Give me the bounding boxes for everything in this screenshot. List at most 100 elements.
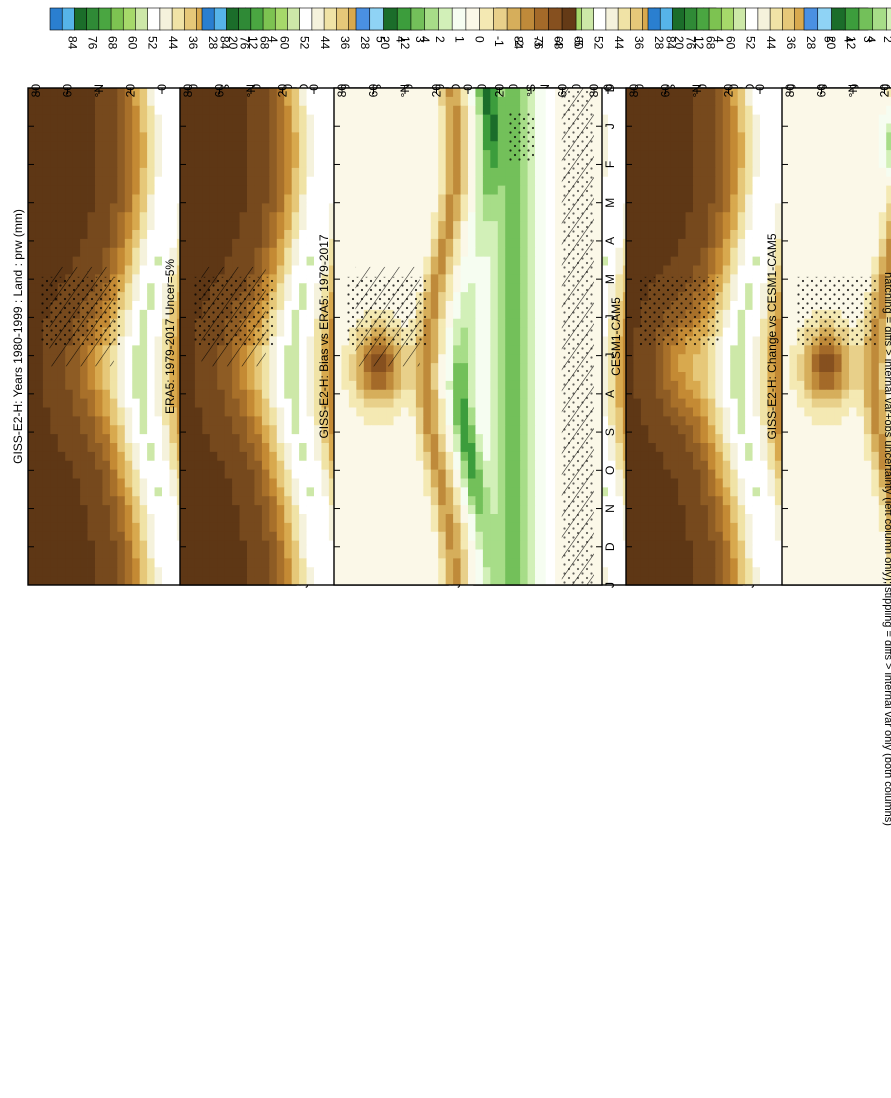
heatmap-cell bbox=[50, 514, 59, 524]
heatmap-cell bbox=[154, 141, 163, 151]
heatmap-cell bbox=[608, 292, 616, 302]
heatmap-cell bbox=[57, 230, 66, 240]
heatmap-cell bbox=[102, 256, 111, 266]
heatmap-cell bbox=[124, 176, 133, 187]
heatmap-cell bbox=[162, 141, 170, 151]
heatmap-cell bbox=[187, 159, 196, 169]
heatmap-cell bbox=[87, 185, 96, 195]
heatmap-cell bbox=[132, 425, 141, 435]
heatmap-cell bbox=[608, 576, 616, 586]
heatmap-cell bbox=[217, 256, 226, 266]
heatmap-cell bbox=[57, 363, 66, 373]
heatmap-cell bbox=[28, 558, 36, 568]
heatmap-cell bbox=[57, 221, 66, 231]
heatmap-cell bbox=[608, 389, 616, 400]
heatmap-cell bbox=[162, 469, 170, 479]
heatmap-cell bbox=[147, 96, 155, 107]
heatmap-cell bbox=[80, 159, 88, 169]
heatmap-cell bbox=[28, 318, 36, 329]
heatmap-cell bbox=[57, 416, 66, 426]
heatmap-cell bbox=[35, 88, 44, 98]
heatmap-cell bbox=[109, 522, 118, 533]
heatmap-cell bbox=[42, 416, 51, 426]
heatmap-cell bbox=[65, 478, 74, 488]
heatmap-cell bbox=[600, 478, 609, 488]
heatmap-cell bbox=[117, 478, 126, 488]
heatmap-cell bbox=[87, 238, 96, 249]
heatmap-cell bbox=[139, 123, 148, 133]
heatmap-cell bbox=[124, 247, 133, 258]
heatmap-cell bbox=[139, 558, 148, 568]
heatmap-cell bbox=[65, 203, 74, 213]
heatmap-cell bbox=[117, 451, 126, 462]
heatmap-cell bbox=[117, 247, 126, 258]
heatmap-cell bbox=[162, 487, 170, 497]
heatmap-cell bbox=[42, 96, 51, 107]
heatmap-cell bbox=[50, 460, 59, 471]
heatmap-cell bbox=[299, 123, 307, 133]
heatmap-cell bbox=[291, 238, 300, 249]
heatmap-cell bbox=[132, 105, 141, 116]
heatmap-cell bbox=[615, 265, 624, 275]
heatmap-cell bbox=[600, 283, 609, 293]
heatmap-cell bbox=[102, 194, 111, 204]
heatmap-cell bbox=[35, 389, 44, 400]
heatmap-cell bbox=[95, 416, 103, 426]
heatmap-cell bbox=[600, 221, 609, 231]
colorbar-label: 76 bbox=[532, 36, 546, 50]
heatmap-cell bbox=[42, 256, 51, 266]
heatmap-cell bbox=[109, 123, 118, 133]
heatmap-cell bbox=[232, 141, 240, 151]
heatmap-cell bbox=[28, 203, 36, 213]
colorbar-swatch bbox=[110, 7, 124, 31]
heatmap-cell bbox=[180, 114, 188, 124]
heatmap-cell bbox=[254, 194, 263, 204]
heatmap-cell bbox=[162, 380, 170, 391]
heatmap-cell bbox=[247, 141, 255, 151]
heatmap-cell bbox=[254, 88, 263, 98]
heatmap-cell bbox=[239, 194, 248, 204]
heatmap-cell bbox=[239, 212, 248, 222]
heatmap-cell bbox=[261, 238, 270, 249]
heatmap-cell bbox=[600, 256, 609, 266]
colorbar-swatch bbox=[159, 7, 173, 31]
heatmap-cell bbox=[50, 434, 59, 444]
heatmap-cell bbox=[147, 576, 155, 586]
heatmap-cell bbox=[239, 88, 248, 98]
heatmap-cell bbox=[608, 487, 616, 497]
heatmap-cell bbox=[80, 167, 88, 178]
heatmap-cell bbox=[224, 230, 233, 240]
heatmap-cell bbox=[139, 460, 148, 471]
heatmap-cell bbox=[147, 398, 155, 408]
heatmap-cell bbox=[269, 230, 278, 240]
heatmap-cell bbox=[299, 194, 307, 204]
heatmap-cell bbox=[139, 540, 148, 550]
heatmap-cell bbox=[187, 265, 196, 275]
heatmap-cell bbox=[35, 443, 44, 453]
heatmap-cell bbox=[95, 425, 103, 435]
heatmap-cell bbox=[95, 105, 103, 116]
heatmap-cell bbox=[321, 221, 330, 231]
heatmap-cell bbox=[254, 212, 263, 222]
colorbar-label: 52 bbox=[592, 36, 606, 50]
heatmap-cell bbox=[95, 558, 103, 568]
heatmap-cell bbox=[600, 150, 609, 160]
heatmap-cell bbox=[162, 221, 170, 231]
heatmap-cell bbox=[109, 416, 118, 426]
heatmap-cell bbox=[169, 194, 178, 204]
heatmap-cell bbox=[28, 505, 36, 515]
heatmap-cell bbox=[28, 531, 36, 542]
heatmap-cell bbox=[314, 176, 322, 187]
heatmap-cell bbox=[42, 567, 51, 577]
heatmap-cell bbox=[224, 167, 233, 178]
heatmap-cell bbox=[109, 221, 118, 231]
heatmap-cell bbox=[608, 283, 616, 293]
heatmap-cell bbox=[608, 354, 616, 364]
heatmap-cell bbox=[194, 123, 203, 133]
heatmap-cell bbox=[147, 469, 155, 479]
heatmap-cell bbox=[269, 247, 278, 258]
heatmap-cell bbox=[276, 150, 285, 160]
heatmap-cell bbox=[154, 558, 163, 568]
heatmap-cell bbox=[217, 132, 226, 142]
heatmap-cell bbox=[169, 336, 178, 346]
